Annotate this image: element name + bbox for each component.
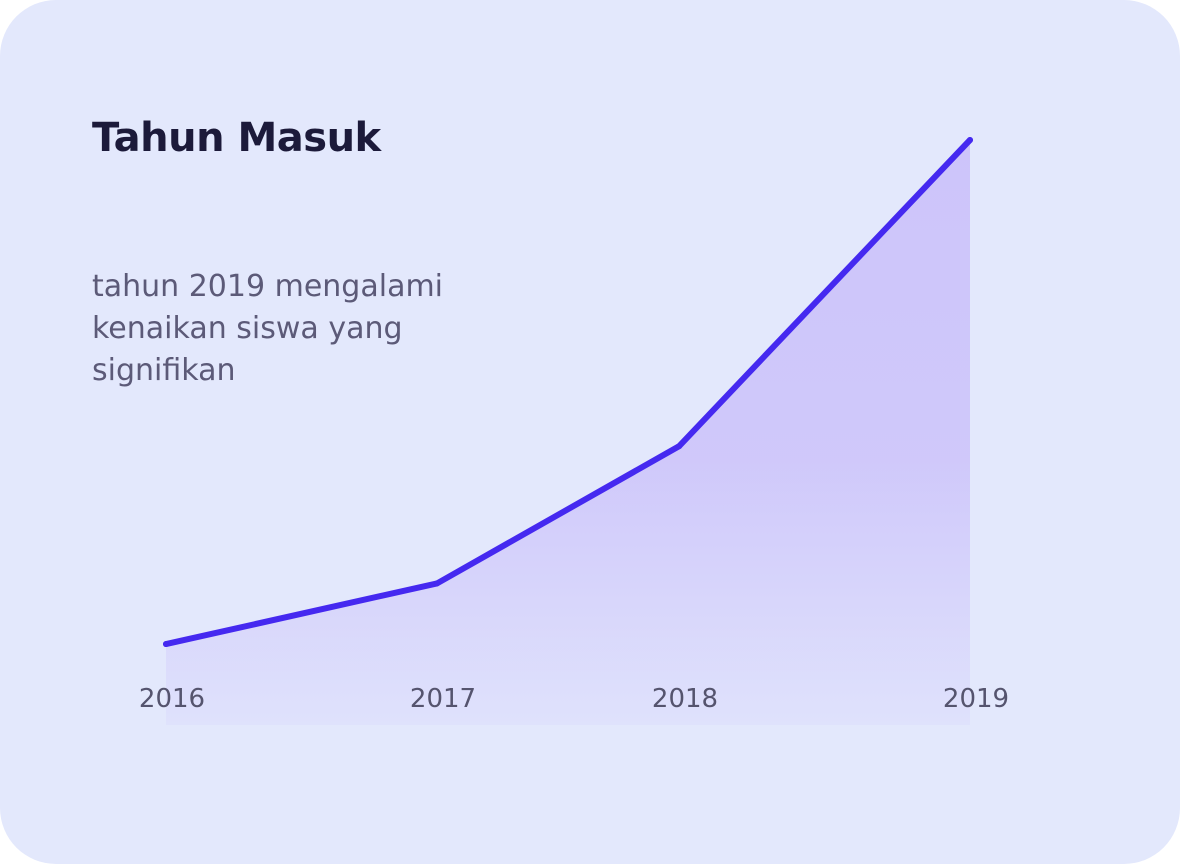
x-tick-label: 2016 [139, 684, 205, 714]
chart-description: tahun 2019 mengalami kenaikan siswa yang… [92, 269, 444, 388]
x-tick-label: 2019 [943, 684, 1009, 714]
data-point-2019 [967, 137, 973, 143]
data-point-2017 [434, 580, 440, 587]
data-point-2016 [163, 641, 169, 648]
x-tick-label: 2018 [652, 684, 718, 714]
data-point-2018 [676, 443, 682, 450]
area-fill [166, 140, 970, 725]
chart-title: Tahun Masuk [92, 115, 381, 161]
series-line [163, 137, 973, 648]
x-tick-label: 2017 [410, 684, 476, 714]
